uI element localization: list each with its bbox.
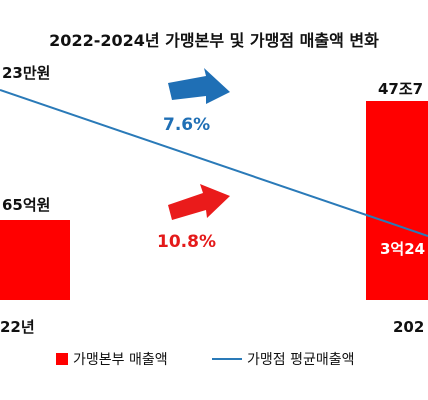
bar-label-2024: 47조7 [378, 80, 423, 98]
annotation-red-pct: 10.8% [157, 232, 216, 252]
legend-bar-swatch [56, 353, 68, 365]
x-tick-2024: 202 [393, 318, 424, 336]
annotation-blue-pct: 7.6% [163, 115, 210, 135]
bar-2022 [0, 220, 70, 300]
blue-right-arrow-icon [168, 68, 230, 104]
bar-label-2022: 65억원 [2, 196, 50, 214]
x-tick-2022: 22년 [0, 318, 35, 336]
red-up-right-arrow-icon [168, 184, 230, 220]
line-label-2024: 3억24 [380, 240, 425, 258]
legend: 가맹본부 매출액 가맹점 평균매출액 [56, 352, 355, 368]
legend-bar-label: 가맹본부 매출액 [73, 352, 168, 368]
chart-title: 2022-2024년 가맹본부 및 가맹점 매출액 변화 [49, 31, 379, 50]
legend-line-label: 가맹점 평균매출액 [247, 352, 355, 368]
average-sales-line [0, 89, 428, 237]
bar-2024 [366, 101, 428, 300]
line-label-2022: 23만원 [2, 64, 50, 82]
